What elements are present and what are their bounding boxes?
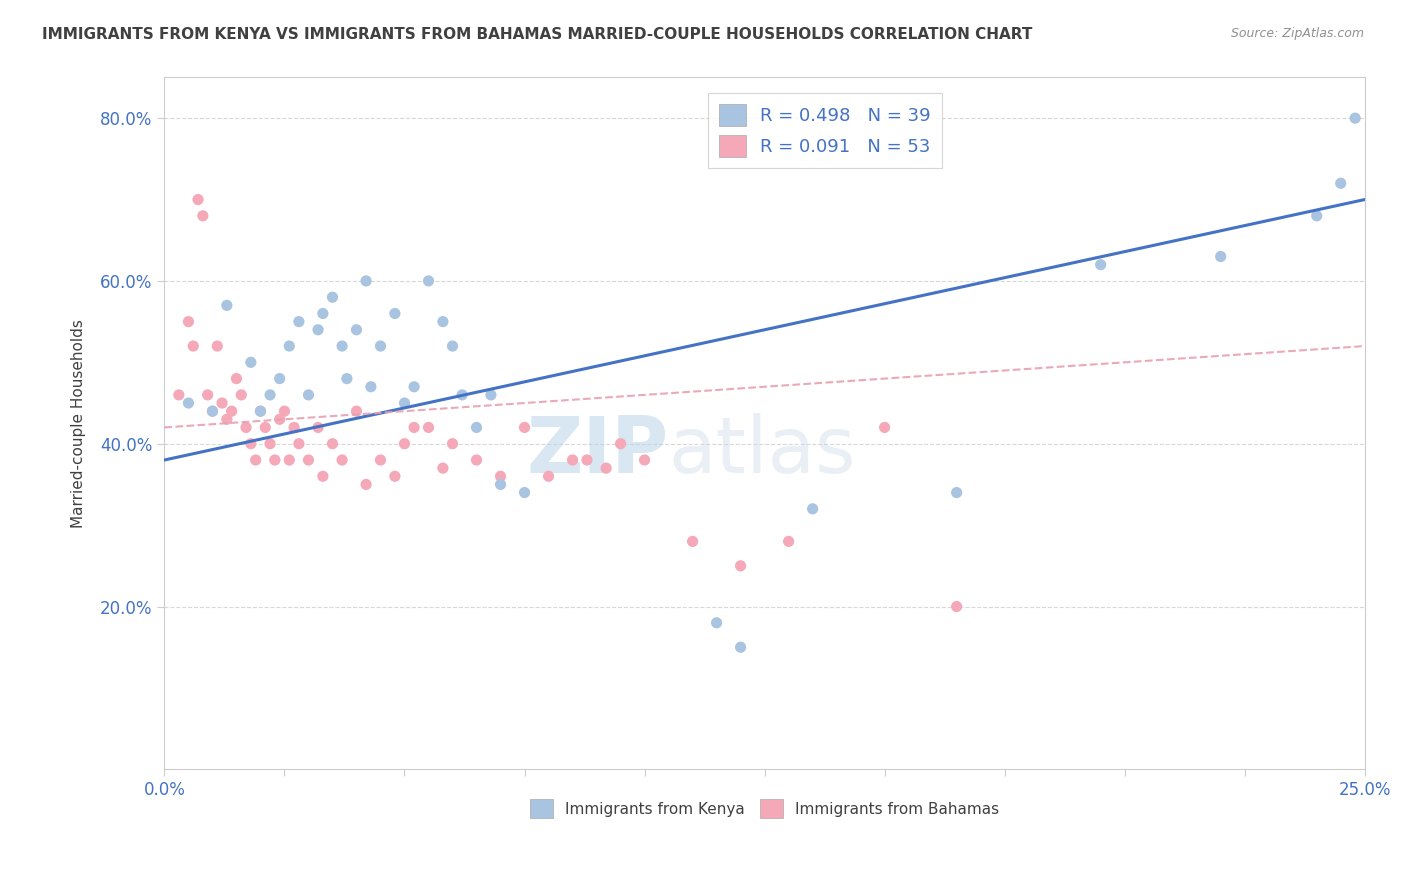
Point (465, 453, 488, 467)
Point (283, 420, 305, 434)
Point (249, 404, 271, 418)
Point (479, 388, 502, 402)
Point (269, 412, 291, 426)
Point (609, 436, 631, 450)
Point (370, 453, 392, 467)
Point (354, 477, 377, 491)
Point (730, 640, 752, 655)
Point (288, 436, 311, 450)
Point (1209, 250, 1232, 264)
Point (273, 404, 295, 418)
Point (207, 339, 229, 353)
Point (633, 453, 655, 467)
Point (730, 558, 752, 573)
Point (211, 396, 233, 410)
Point (1306, 209, 1329, 223)
Point (346, 323, 368, 337)
Point (801, 501, 824, 516)
Point (197, 388, 219, 402)
Point (370, 339, 392, 353)
Point (432, 461, 454, 475)
Point (575, 453, 598, 467)
Point (297, 388, 319, 402)
Point (441, 436, 464, 450)
Point (330, 339, 353, 353)
Legend: Immigrants from Kenya, Immigrants from Bahamas: Immigrants from Kenya, Immigrants from B… (524, 793, 1005, 824)
Point (336, 371, 359, 385)
Text: IMMIGRANTS FROM KENYA VS IMMIGRANTS FROM BAHAMAS MARRIED-COUPLE HOUSEHOLDS CORRE: IMMIGRANTS FROM KENYA VS IMMIGRANTS FROM… (42, 27, 1032, 42)
Y-axis label: Married-couple Households: Married-couple Households (72, 319, 86, 528)
Point (561, 453, 583, 467)
Point (1344, 111, 1367, 125)
Point (221, 404, 243, 418)
Point (1330, 176, 1353, 190)
Point (537, 469, 560, 483)
Point (297, 453, 319, 467)
Point (682, 534, 704, 549)
Point (312, 469, 335, 483)
Point (215, 298, 238, 312)
Point (489, 469, 512, 483)
Point (394, 396, 416, 410)
Point (307, 323, 329, 337)
Point (167, 388, 190, 402)
Point (288, 315, 311, 329)
Point (307, 420, 329, 434)
Point (945, 599, 967, 614)
Point (384, 306, 406, 320)
Point (384, 469, 406, 483)
Point (259, 388, 281, 402)
Point (187, 193, 209, 207)
Point (201, 404, 224, 418)
Point (441, 339, 464, 353)
Point (451, 388, 474, 402)
Point (778, 534, 800, 549)
Point (394, 436, 416, 450)
Point (330, 453, 353, 467)
Point (278, 453, 301, 467)
Point (321, 436, 343, 450)
Point (465, 420, 488, 434)
Point (215, 412, 238, 426)
Point (873, 420, 896, 434)
Point (513, 420, 536, 434)
Point (513, 485, 536, 500)
Point (177, 396, 200, 410)
Point (278, 339, 301, 353)
Point (235, 420, 257, 434)
Point (231, 388, 253, 402)
Point (354, 274, 377, 288)
Text: ZIP: ZIP (526, 413, 669, 489)
Point (418, 274, 440, 288)
Point (249, 404, 271, 418)
Point (263, 453, 285, 467)
Point (945, 485, 967, 500)
Point (418, 420, 440, 434)
Point (489, 477, 512, 491)
Point (1090, 258, 1112, 272)
Point (181, 339, 204, 353)
Point (404, 380, 426, 394)
Point (404, 420, 426, 434)
Point (245, 453, 267, 467)
Point (706, 615, 728, 630)
Point (254, 420, 277, 434)
Point (201, 404, 224, 418)
Point (321, 290, 343, 304)
Point (191, 209, 214, 223)
Point (595, 461, 617, 475)
Point (225, 371, 247, 385)
Point (239, 355, 262, 369)
Point (239, 436, 262, 450)
Point (346, 404, 368, 418)
Text: atlas: atlas (669, 413, 856, 489)
Point (432, 315, 454, 329)
Point (259, 436, 281, 450)
Point (269, 371, 291, 385)
Text: Source: ZipAtlas.com: Source: ZipAtlas.com (1230, 27, 1364, 40)
Point (177, 315, 200, 329)
Point (360, 380, 382, 394)
Point (312, 306, 335, 320)
